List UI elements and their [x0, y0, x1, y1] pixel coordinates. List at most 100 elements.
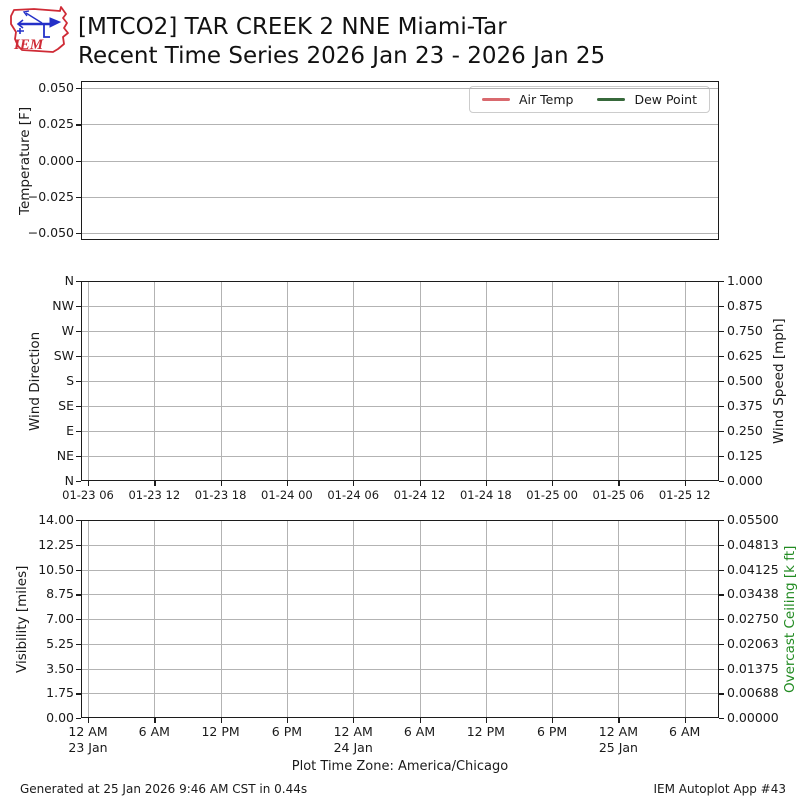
y-tick-label: 10.50 — [38, 561, 74, 577]
y-tick-label: 3.50 — [46, 660, 74, 676]
y-tick-mark — [76, 87, 81, 90]
y-gridline — [82, 331, 718, 332]
y2-tick-label: 0.04125 — [727, 561, 779, 577]
y-gridline — [82, 196, 718, 198]
x-tick-mark — [618, 481, 620, 486]
x-tick-label: 01-24 18 — [459, 488, 512, 502]
y-tick-mark — [76, 594, 81, 596]
y-tick-label: 8.75 — [46, 586, 74, 602]
y-tick-label: NE — [56, 448, 74, 463]
y2-tick-label: 0.875 — [727, 298, 763, 313]
y-tick-mark — [76, 431, 81, 433]
app-credit: IEM Autoplot App #43 — [653, 782, 786, 796]
y2-tick-mark — [719, 569, 724, 571]
x-tick-mark — [419, 718, 421, 723]
y-tick-label: N — [64, 273, 74, 288]
y2-tick-mark — [719, 456, 724, 458]
y-gridline — [82, 381, 718, 382]
y2-tick-label: 0.000 — [727, 473, 763, 488]
y-tick-label: W — [61, 323, 74, 338]
y-tick-label: S — [66, 373, 74, 388]
y-tick-label: −0.025 — [27, 188, 74, 204]
x-tick-label: 6 AM — [138, 724, 170, 739]
y2-tick-label: 0.02750 — [727, 611, 779, 626]
y-tick-label: SE — [58, 398, 74, 413]
y-tick-label: 0.000 — [38, 152, 74, 168]
y-gridline — [82, 619, 718, 620]
y-axis-label: Visibility [miles] — [14, 565, 30, 673]
plot-area-2 — [81, 520, 719, 718]
y2-tick-mark — [719, 693, 724, 695]
y-tick-mark — [76, 306, 81, 308]
y2-tick-label: 0.125 — [727, 448, 763, 463]
x-tick-mark — [286, 481, 289, 486]
x-tick-label: 01-23 06 — [62, 488, 114, 502]
y-gridline — [82, 569, 718, 571]
y-tick-mark — [76, 381, 81, 383]
x-tick-mark — [552, 718, 554, 723]
y-tick-mark — [76, 569, 81, 571]
plot-title-line1: [MTCO2] TAR CREEK 2 NNE Miami-Tar — [78, 14, 507, 40]
y-tick-mark — [76, 520, 81, 522]
x-tick-label: 6 AM — [669, 724, 701, 739]
y2-tick-label: 0.05500 — [727, 512, 779, 527]
legend-label-air-temp: Air Temp — [518, 92, 574, 107]
y-tick-mark — [76, 233, 81, 235]
plot-title-line2: Recent Time Series 2026 Jan 23 - 2026 Ja… — [78, 42, 606, 69]
y-tick-label: NW — [52, 298, 74, 313]
x-tick-label: 01-23 12 — [128, 488, 181, 502]
y2-tick-label: 0.02063 — [727, 635, 779, 651]
y-tick-label: E — [66, 423, 74, 438]
x-tick-label: 12 AM — [598, 724, 638, 739]
y-tick-mark — [76, 668, 81, 670]
y2-tick-mark — [719, 668, 724, 670]
y-tick-label: 0.050 — [38, 79, 74, 95]
x-tick-label: 01-24 06 — [327, 488, 380, 502]
generated-text: Generated at 25 Jan 2026 9:46 AM CST in … — [20, 782, 308, 796]
x-tick-label: 12 PM — [466, 724, 505, 739]
y-gridline — [82, 693, 718, 695]
y-tick-mark — [76, 196, 81, 199]
x-tick-mark — [88, 718, 90, 723]
y-gridline — [82, 668, 718, 670]
y2-axis-label: Overcast Ceiling [k ft] — [782, 545, 798, 693]
y-tick-mark — [76, 160, 81, 162]
y-tick-mark — [76, 406, 81, 408]
y-gridline — [82, 356, 718, 357]
y-tick-label: 14.00 — [38, 512, 74, 527]
y2-tick-label: 1.000 — [727, 273, 763, 288]
y-gridline — [82, 594, 718, 596]
x-tick-mark — [353, 481, 355, 486]
x-tick-label: 01-24 00 — [261, 488, 313, 502]
y-tick-mark — [76, 544, 81, 547]
y-gridline — [82, 233, 718, 234]
y-tick-mark — [76, 619, 81, 621]
x-tick-label: 6 AM — [403, 724, 436, 739]
x-tick-label: 6 PM — [271, 724, 303, 739]
x-tick-label: 01-25 00 — [526, 488, 578, 502]
y2-axis-label: Wind Speed [mph] — [771, 318, 787, 444]
timezone-note: Plot Time Zone: America/Chicago — [291, 759, 509, 774]
y-gridline — [82, 406, 718, 407]
x-tick-mark — [485, 718, 488, 723]
y-tick-label: 0.00 — [46, 710, 74, 725]
y2-tick-mark — [719, 619, 724, 621]
x-tick-mark — [220, 718, 222, 723]
x-tick-mark — [353, 718, 355, 723]
y-axis-label: Wind Direction — [27, 331, 43, 431]
y-tick-label: 12.25 — [38, 536, 74, 552]
y-gridline — [82, 643, 718, 645]
x-tick-mark — [88, 481, 90, 486]
y-gridline — [82, 160, 718, 162]
y2-tick-label: 0.01375 — [727, 660, 779, 676]
x-tick-mark — [154, 718, 156, 723]
y-gridline — [82, 544, 718, 546]
x-tick-mark — [154, 481, 156, 486]
y2-tick-mark — [719, 643, 724, 646]
x-tick-mark — [618, 718, 620, 723]
plot-title: [MTCO2] TAR CREEK 2 NNE Miami-Tar Recent… — [78, 13, 605, 70]
y2-tick-label: 0.750 — [727, 323, 763, 338]
y2-tick-label: 0.625 — [727, 348, 763, 363]
y-tick-label: 5.25 — [46, 635, 74, 651]
x-tick-label: 12 AM — [68, 724, 108, 739]
